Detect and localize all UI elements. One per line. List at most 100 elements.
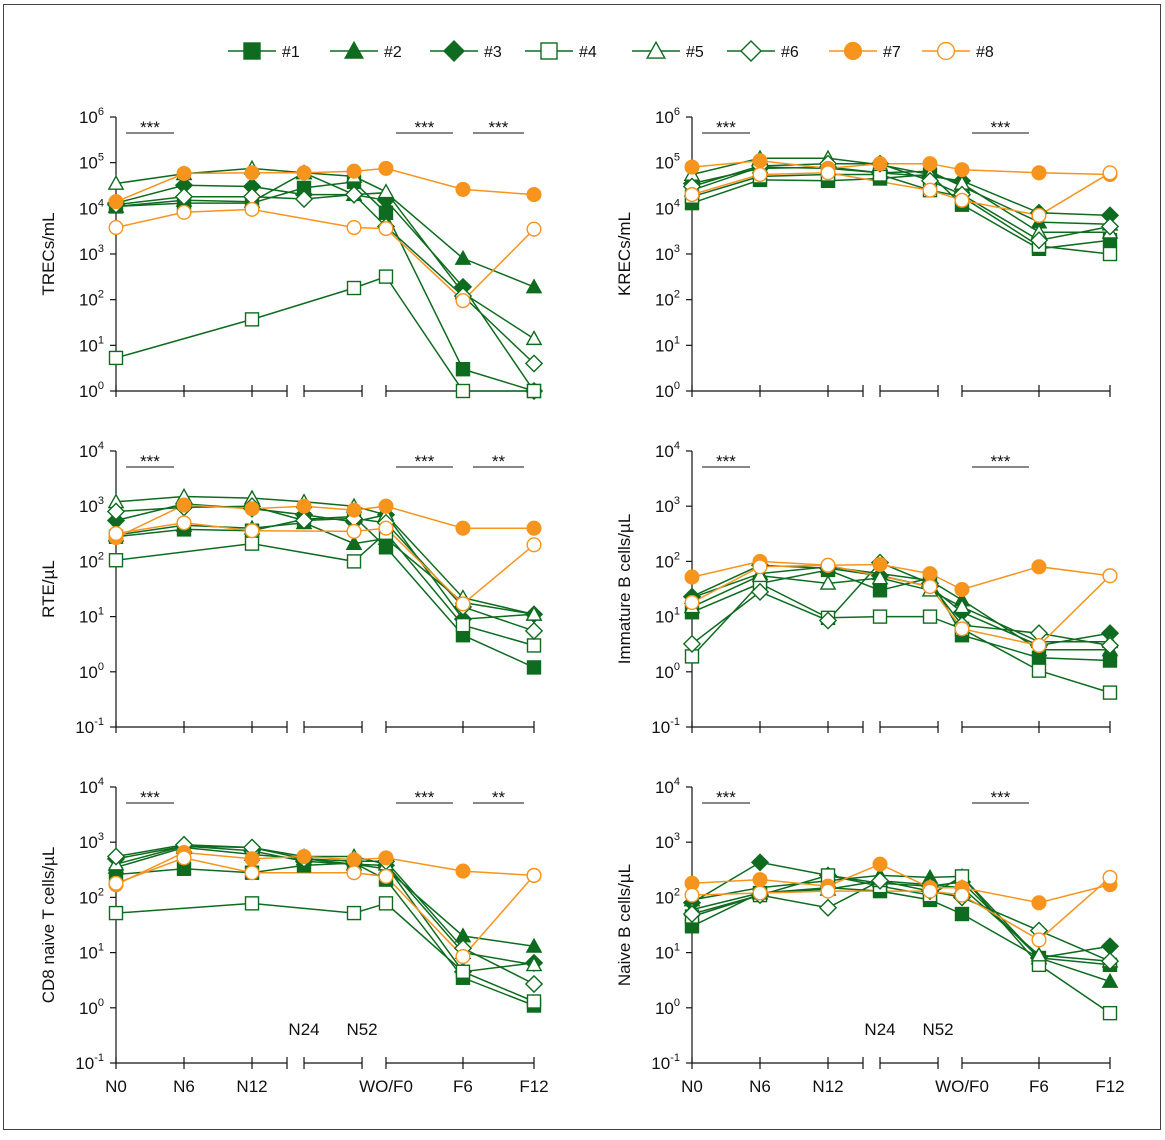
data-point [818,611,838,630]
legend-item: #6 [727,40,799,62]
legend-item: #4 [525,42,597,61]
y-axis-title: KRECs/mL [615,212,634,296]
y-tick-label: 101 [655,606,680,627]
legend-label: #1 [282,44,300,61]
data-point [378,160,394,176]
x-tick-label: N6 [173,1077,195,1096]
series-line [115,495,535,616]
significance-label: *** [415,118,435,137]
y-tick-label: 106 [655,106,680,127]
data-point [526,867,542,883]
significance-label: *** [991,118,1011,137]
data-point [872,156,888,172]
legend-marker-icon [740,40,762,62]
data-point [345,535,363,551]
data-point [106,502,126,521]
data-point [294,511,314,530]
x-tick-label: N0 [681,1077,703,1096]
data-point [1102,1005,1118,1021]
data-point [750,853,770,872]
x-tick-label: N12 [236,1077,267,1096]
y-tick-label: 102 [79,886,104,907]
data-point [922,609,938,624]
data-point [108,553,124,568]
legend-label: #4 [579,44,597,61]
data-point [296,849,312,865]
data-point [820,883,836,899]
y-tick-label: 103 [79,495,104,516]
data-point [954,621,970,637]
x-tick-label: F12 [1095,1077,1124,1096]
series-line [691,863,1111,904]
legend-item: #2 [330,40,402,61]
y-tick-label: 104 [79,197,104,218]
data-point [820,557,836,573]
significance-label: ** [492,452,506,471]
y-tick-label: 101 [79,942,104,963]
legend-label: #6 [781,44,799,61]
y-tick-label: 100 [79,380,104,401]
y-tick-label: 100 [655,661,680,682]
series-line [115,504,534,539]
data-point [378,896,394,911]
data-point [1102,246,1118,262]
series-line [115,843,535,985]
legend-label: #3 [484,44,502,61]
significance-label: *** [140,788,160,807]
legend-marker-icon [843,41,863,61]
data-point [344,185,364,204]
y-tick-label: 100 [655,380,680,401]
series-line [115,171,535,288]
data-point [108,875,124,891]
data-point [378,498,394,514]
x-tick-label: N6 [749,1077,771,1096]
series-line [691,173,1111,255]
y-tick-label: 103 [655,495,680,516]
data-point [378,520,394,536]
data-point [922,156,938,172]
data-point [296,165,312,181]
data-point [684,159,700,175]
data-point [524,354,544,373]
y-axis-title: Immature B cells/µL [615,514,634,665]
x-group-label: N52 [346,1020,377,1039]
data-point [684,594,700,611]
data-point [455,520,471,536]
data-point [525,937,543,953]
data-point [108,194,124,210]
data-point [176,497,192,513]
legend-marker-icon [344,40,364,59]
series-line [115,184,535,392]
legend-item: #7 [829,41,901,61]
data-point [346,502,362,518]
series-line [115,845,535,966]
x-group-label: N52 [922,1020,953,1039]
y-tick-label: 104 [79,776,104,797]
data-point [525,330,543,346]
data-point [1029,231,1049,250]
y-tick-label: 105 [79,152,104,173]
y-tick-label: 104 [655,776,680,797]
data-point [455,617,471,633]
data-point [870,871,890,890]
data-point [244,523,260,539]
data-point [953,598,971,614]
series-line [115,181,535,392]
significance-label: *** [489,118,509,137]
data-point [294,189,314,209]
data-point [1031,207,1047,223]
data-point [346,219,362,236]
data-point [455,948,471,965]
legend-item: #1 [228,42,300,61]
x-tick-label: F12 [519,1077,548,1096]
series-line [691,561,1111,647]
data-point [346,163,362,179]
data-point [752,166,768,183]
data-point [176,515,192,531]
data-point [455,293,471,309]
series-line [691,560,1111,591]
